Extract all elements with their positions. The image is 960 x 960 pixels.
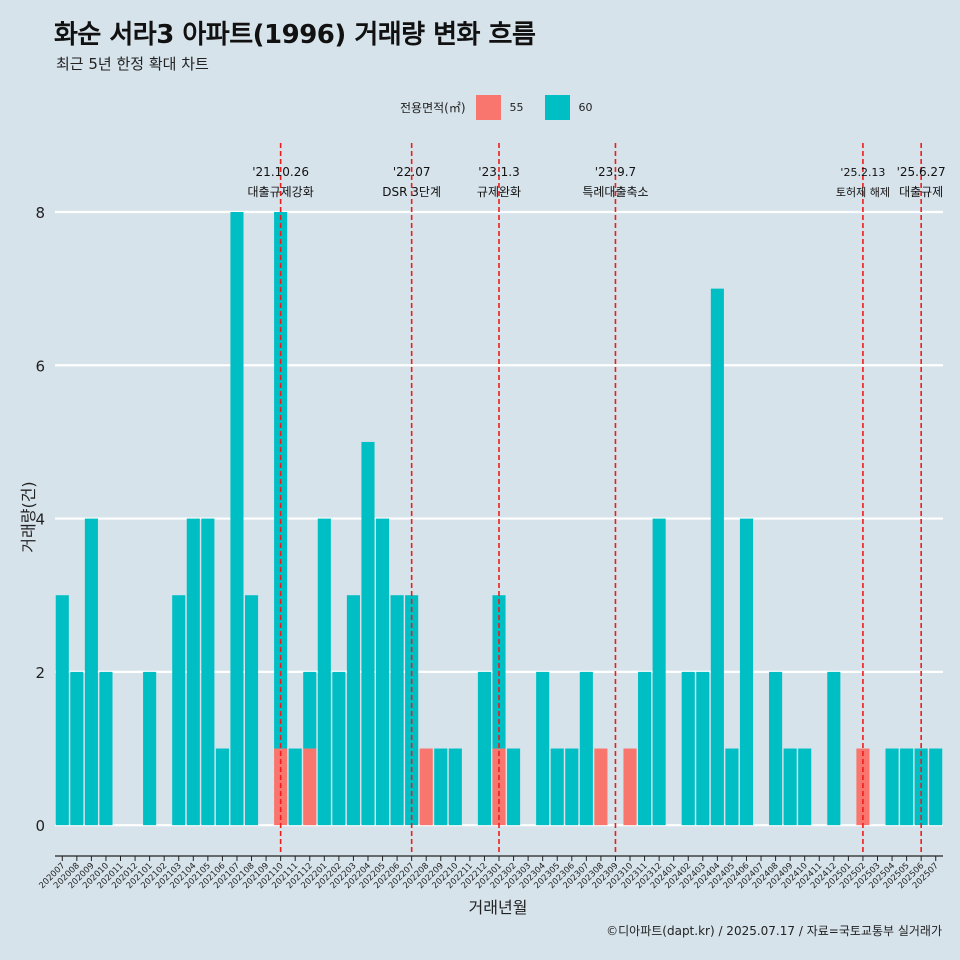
y-tick-label: 2 <box>35 664 45 682</box>
bar-60-202105 <box>201 519 214 826</box>
source-caption: ©디아파트(dapt.kr) / 2025.07.17 / 자료=국토교통부 실… <box>606 922 942 939</box>
bar-60-202104 <box>187 519 200 826</box>
bar-60-202112 <box>303 672 316 749</box>
bar-60-202111 <box>289 749 302 826</box>
y-tick-label: 6 <box>35 357 45 375</box>
bar-60-202408 <box>769 672 782 825</box>
bar-60-202304 <box>536 672 549 825</box>
event-label: 대출규제 <box>899 185 943 199</box>
bar-60-202101 <box>143 672 156 825</box>
event-date: '25.2.13 <box>840 166 885 179</box>
bar-60-202305 <box>551 749 564 826</box>
bar-60-202405 <box>725 749 738 826</box>
event-date: '21.10.26 <box>252 165 309 179</box>
bar-55-202112 <box>303 749 316 826</box>
bar-60-202206 <box>391 595 404 825</box>
bar-60-202203 <box>347 595 360 825</box>
bar-60-202311 <box>638 672 651 825</box>
bar-60-202504 <box>885 749 898 826</box>
bar-60-202409 <box>784 749 797 826</box>
event-label: DSR 3단계 <box>382 185 441 199</box>
bar-55-202208 <box>420 749 433 826</box>
bar-60-202210 <box>449 749 462 826</box>
bar-60-202403 <box>696 672 709 825</box>
bar-60-202207 <box>405 595 418 825</box>
bar-60-202212 <box>478 672 491 825</box>
event-label: 규제완화 <box>477 185 521 199</box>
event-date: '23.9.7 <box>595 165 636 179</box>
event-label: 토허제 해제 <box>836 185 890 199</box>
bar-60-202302 <box>507 749 520 826</box>
y-tick-label: 8 <box>35 204 45 222</box>
bar-60-202202 <box>332 672 345 825</box>
bar-60-202410 <box>798 749 811 826</box>
event-date: '22.07 <box>393 165 431 179</box>
bar-55-202310 <box>623 749 636 826</box>
bar-60-202312 <box>653 519 666 826</box>
bar-60-202204 <box>361 442 374 825</box>
bar-60-202307 <box>580 672 593 825</box>
bar-60-202402 <box>682 672 695 825</box>
chart-root: 화순 서라3 아파트(1996) 거래량 변화 흐름 최근 5년 한정 확대 차… <box>0 0 960 960</box>
bar-60-202505 <box>900 749 913 826</box>
event-date: '23.1.3 <box>478 165 519 179</box>
bar-60-202108 <box>245 595 258 825</box>
bar-60-202406 <box>740 519 753 826</box>
bar-60-202106 <box>216 749 229 826</box>
event-date: '25.6.27 <box>897 165 946 179</box>
chart-svg: '21.10.26 대출규제강화 '22.07 DSR 3단계 '23.1.3 규제완화 '… <box>0 0 960 960</box>
bar-60-202205 <box>376 519 389 826</box>
bar-60-202103 <box>172 595 185 825</box>
bar-60-202009 <box>85 519 98 826</box>
bar-60-202404 <box>711 289 724 826</box>
y-axis-title: 거래량(건) <box>19 481 38 552</box>
bar-60-202201 <box>318 519 331 826</box>
x-axis-title: 거래년월 <box>469 898 528 917</box>
event-label: 대출규제강화 <box>248 185 314 199</box>
bar-55-202308 <box>594 749 607 826</box>
y-tick-label: 0 <box>35 817 45 835</box>
bar-60-202209 <box>434 749 447 826</box>
bar-60-202507 <box>929 749 942 826</box>
bar-60-202007 <box>56 595 69 825</box>
x-axis: 2020072020082020092020102020112020122021… <box>37 856 943 891</box>
bar-60-202412 <box>827 672 840 825</box>
bar-60-202107 <box>230 212 243 825</box>
bar-60-202010 <box>99 672 112 825</box>
bar-60-202008 <box>70 672 83 825</box>
bar-60-202306 <box>565 749 578 826</box>
event-label: 특례대출축소 <box>582 185 648 199</box>
